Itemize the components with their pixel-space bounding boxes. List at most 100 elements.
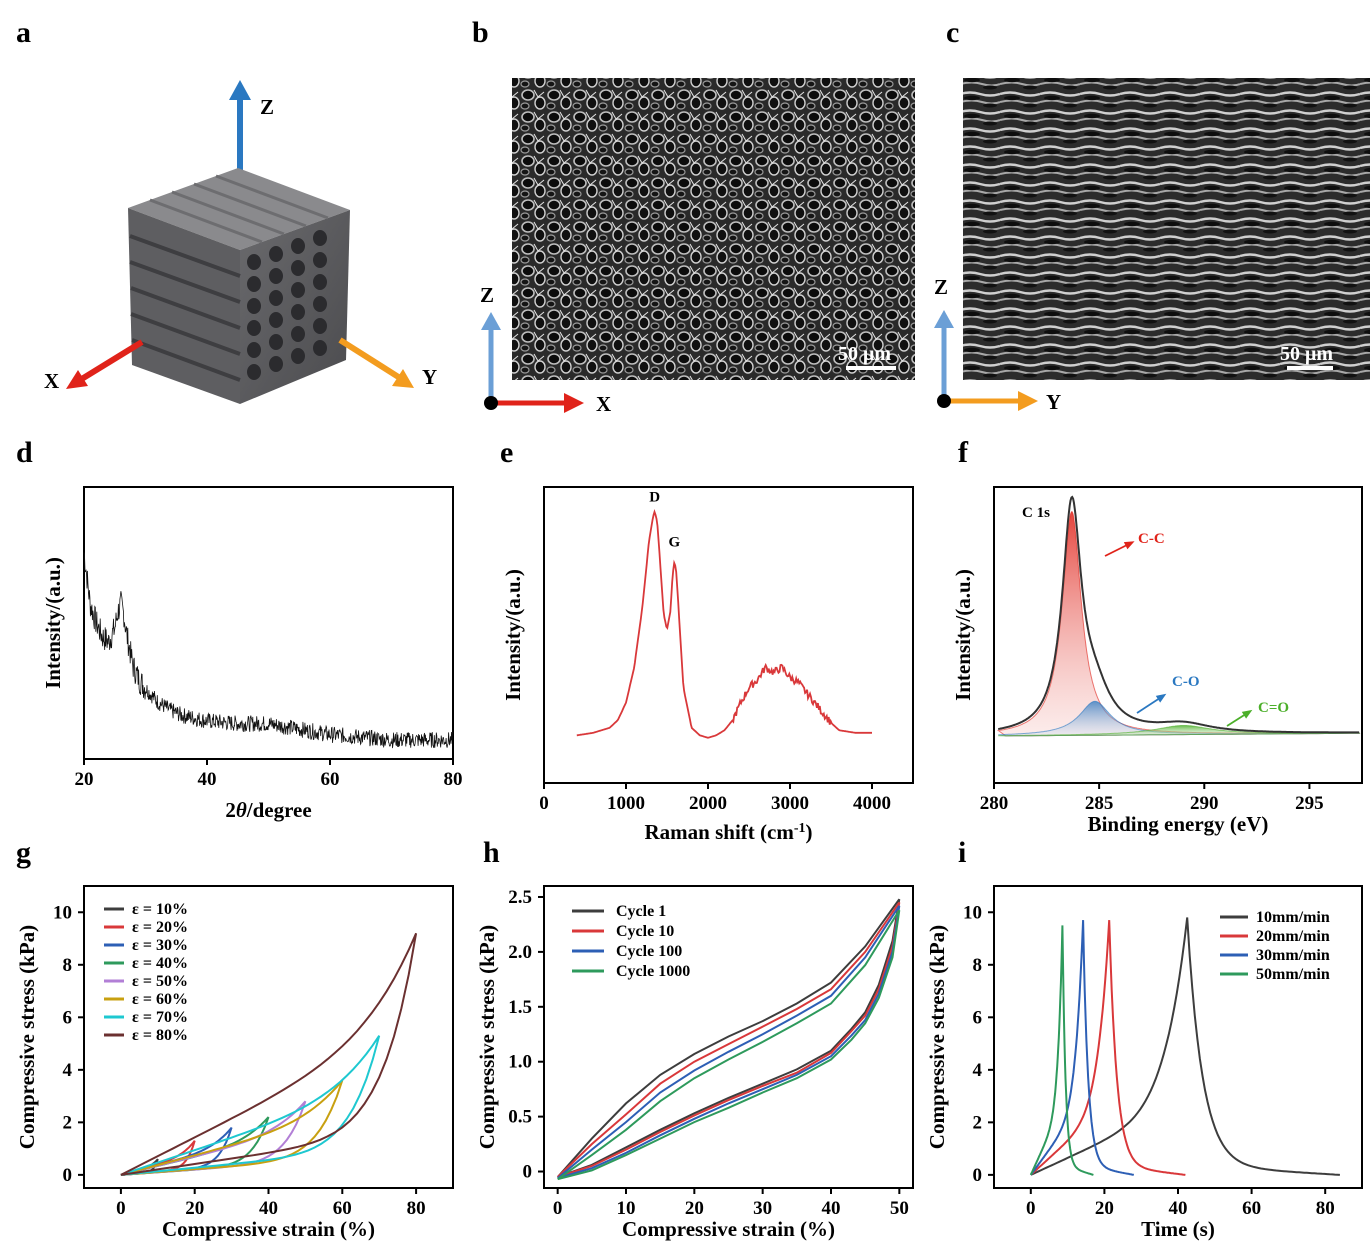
cube-pore (269, 334, 283, 350)
legend-label: 20mm/min (1256, 928, 1330, 945)
y-axis-title: Compressive stress (kPa) (15, 925, 39, 1149)
axis-origin-dot (937, 394, 951, 408)
cube-pore (269, 246, 283, 262)
cube-pore (247, 342, 261, 358)
panel-letter-e: e (500, 436, 513, 469)
cube-pore (291, 282, 305, 298)
chart-i-rates: 0 20 40 60 80 0 2 4 6 8 10 Compressive stress (kPa)… (925, 885, 1363, 1241)
x-tick-label: 40 (1169, 1198, 1188, 1219)
panel-letter-a: a (16, 16, 31, 49)
panel-letter-i: i (958, 836, 966, 869)
y-tick-label: 0 (63, 1165, 73, 1186)
annotation-arrow-head (1123, 541, 1135, 550)
x-axis-title: Compressive strain (%) (162, 1217, 375, 1241)
peak-annotation-label: C-C (1138, 531, 1165, 547)
legend-label: ε = 50% (132, 973, 188, 990)
annotation-arrow-head (1155, 693, 1167, 703)
y-axis-title: Intensity/(a.u.) (501, 569, 525, 701)
cube-pore (247, 364, 261, 380)
x-tick-label: 60 (321, 769, 340, 790)
x-axis-title: Time (s) (1141, 1217, 1215, 1241)
x-tick-label: 1000 (607, 793, 645, 814)
panel-letter-c: c (946, 16, 959, 49)
legend-label: 10mm/min (1256, 909, 1330, 926)
peak-annotation-label: C=O (1258, 700, 1289, 716)
x-tick-label: 2000 (689, 793, 727, 814)
panel-letter-d: d (16, 436, 33, 469)
xps-envelope-line (998, 495, 1360, 734)
x-tick-label: 295 (1295, 793, 1324, 814)
cube-pore (313, 252, 327, 268)
rate-curve-50mm-per-min (1029, 925, 1094, 1176)
y-tick-label: 8 (63, 955, 73, 976)
rate-curve-20mm-per-min (1030, 920, 1186, 1176)
x-tick-label: 20 (1095, 1198, 1114, 1219)
x-tick-label: 40 (822, 1198, 841, 1219)
legend-label: 30mm/min (1256, 947, 1330, 964)
strain-loop-70 (120, 1035, 381, 1176)
plot-frame (993, 486, 1363, 784)
x-axis-title-superscript: -1 (794, 821, 806, 836)
chart-g-strain-cycles: 0 20 40 60 80 0 2 4 6 8 10 Compressive stress (kPa)… (15, 885, 454, 1241)
x-tick-label: 0 (539, 793, 549, 814)
x-tick-label: 290 (1190, 793, 1219, 814)
legend-label: Cycle 100 (616, 943, 682, 960)
y-axis-title: Compressive stress (kPa) (925, 925, 949, 1149)
panel-c-sem-image: 50 μm Z Y (934, 78, 1370, 414)
panel-letters: a b c d e f g h i (16, 16, 969, 869)
raman-series-line (576, 508, 872, 739)
cube-pore (313, 296, 327, 312)
cube-pore (247, 298, 261, 314)
x-axis-title: Raman shift (cm-1) (645, 820, 813, 844)
cycle-loop-cycle-1000 (557, 909, 901, 1181)
peak-label-d: D (649, 489, 660, 505)
cube-pore (313, 274, 327, 290)
rate-curve-30mm-per-min (1030, 920, 1135, 1176)
chart-h-fatigue: 0 10 20 30 40 50 0 0.5 1.0 1.5 2.0 2.5 Compressive s… (475, 885, 914, 1241)
x-tick-label: 60 (1242, 1198, 1261, 1219)
x-tick-label: 30 (753, 1198, 772, 1219)
x-axis-arrow-head (66, 370, 88, 389)
y-tick-label: 4 (973, 1060, 983, 1081)
sem-micrograph-xz (512, 78, 915, 380)
cube-top-face (128, 168, 350, 250)
x-axis-title-prefix: 2 (225, 798, 236, 822)
legend-label: Cycle 1 (616, 903, 666, 920)
x-axis-label: X (44, 369, 59, 393)
chart-d-xrd: 20 40 60 80 Intensity/(a.u.) 2θ/degree (41, 486, 463, 822)
y-tick-label: 2 (973, 1112, 983, 1133)
annotation-arrow-head (1241, 709, 1253, 719)
rate-curve-10mm-per-min (1030, 917, 1340, 1176)
vertical-axis-arrow-head (934, 310, 954, 328)
x-tick-label: 285 (1085, 793, 1114, 814)
x-tick-label: 80 (444, 769, 463, 790)
panel-letter-g: g (16, 836, 31, 869)
legend-label: Cycle 10 (616, 923, 674, 940)
x-tick-label: 20 (185, 1198, 204, 1219)
x-tick-label: 280 (980, 793, 1009, 814)
x-tick-label: 0 (553, 1198, 563, 1219)
chart-e-raman: 0 1000 2000 3000 4000 Intensity/(a.u.) Raman s… (501, 486, 914, 844)
y-tick-label: 0 (973, 1165, 983, 1186)
cube-pore (313, 230, 327, 246)
strain-loop-50 (120, 1100, 307, 1176)
x-tick-label: 10 (617, 1198, 636, 1219)
legend-label: ε = 80% (132, 1027, 188, 1044)
vertical-axis-arrow-head (481, 312, 501, 330)
panel-letter-h: h (483, 836, 500, 869)
cube-pore (269, 356, 283, 372)
cube-pore (247, 254, 261, 270)
cube-pore (247, 320, 261, 336)
xrd-series-line (83, 552, 454, 749)
x-axis-title-main: Raman shift (cm (645, 820, 795, 844)
legend-label: ε = 20% (132, 919, 188, 936)
y-axis-label: Y (422, 365, 437, 389)
vertical-axis-label: Z (480, 283, 494, 307)
vertical-axis-label: Z (934, 275, 948, 299)
legend-label: Cycle 1000 (616, 963, 690, 980)
y-tick-label: 6 (973, 1007, 983, 1028)
y-tick-label: 1.5 (508, 997, 532, 1018)
strain-loop-80 (120, 932, 418, 1176)
x-tick-label: 60 (333, 1198, 352, 1219)
